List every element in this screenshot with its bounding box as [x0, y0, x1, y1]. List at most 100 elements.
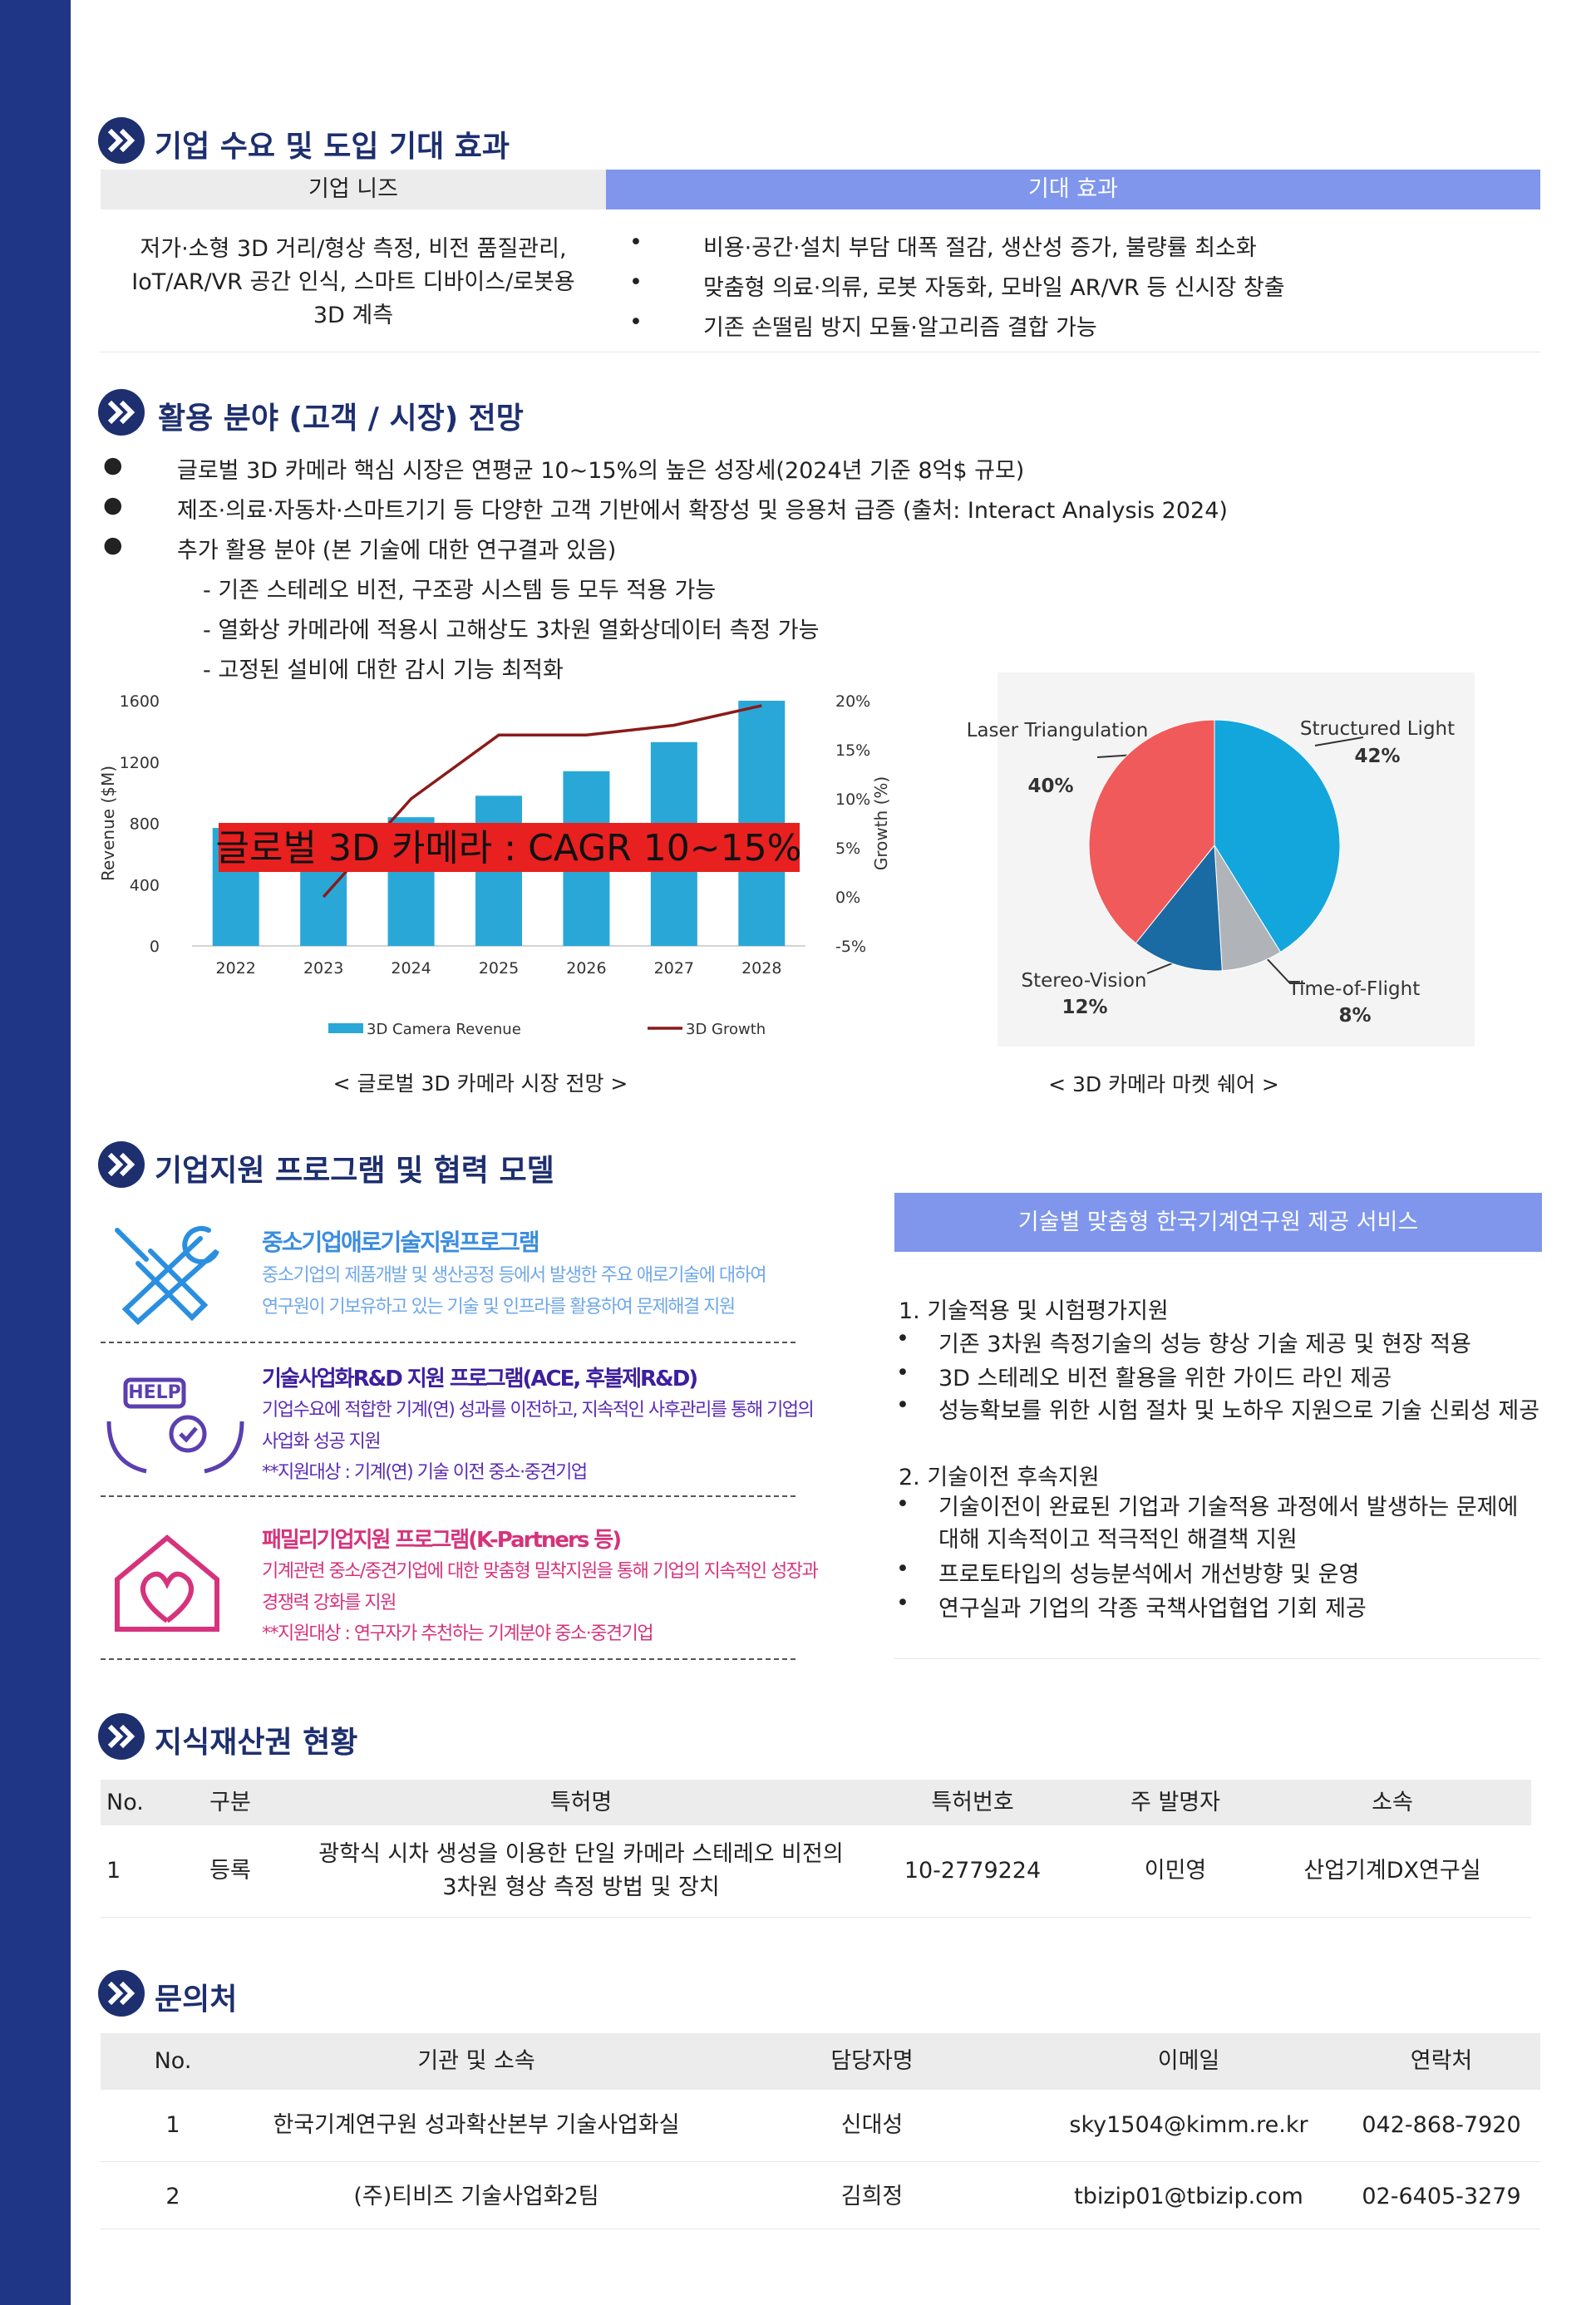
outlook-item: 제조·의료·자동차·스마트기기 등 다양한 고객 기반에서 확장성 및 응용처 …: [177, 498, 1228, 524]
section-title: 활용 분야 (고객 / 시장) 전망: [158, 401, 524, 436]
program-note: **지원대상 : 기계(연) 기술 이전 중소·중견기업: [262, 1462, 588, 1483]
table-header: 구분: [209, 1789, 251, 1815]
help-icon-text: HELP: [128, 1382, 181, 1403]
pie-chart: [998, 672, 1475, 1047]
y2-tick-label: 15%: [835, 741, 870, 760]
heading-icons: [98, 117, 145, 2017]
legend-label: 3D Growth: [686, 1021, 766, 1038]
y2-tick-label: 20%: [835, 692, 870, 711]
bullet: •: [896, 1392, 909, 1418]
services-header: 기술별 맞춤형 한국기계연구원 제공 서비스: [894, 1193, 1542, 1252]
divider: [101, 1342, 796, 1343]
table-header: No.: [106, 1789, 144, 1815]
effect-item: 비용·공간·설치 부담 대폭 절감, 생산성 증가, 불량률 최소화: [703, 235, 1257, 261]
help-icon: [106, 1377, 244, 1474]
x-tick-label: 2023: [303, 959, 343, 978]
table-header: 기업 니즈: [101, 170, 606, 209]
pie-value-label: 42%: [1354, 746, 1401, 767]
y2-axis-title: Growth (%): [871, 776, 891, 870]
section-title: 기업지원 프로그램 및 협력 모델: [155, 1154, 554, 1188]
legend-swatch: [328, 1023, 363, 1033]
chart-caption: < 글로벌 3D 카메라 시장 전망 >: [332, 1071, 628, 1096]
table-cell: 등록: [209, 1858, 251, 1884]
bullet: •: [629, 269, 643, 295]
divider: [101, 1658, 796, 1660]
table-header: 연락처: [1410, 2048, 1473, 2074]
table-cell: 1: [106, 1858, 121, 1884]
y-tick-label: 400: [130, 876, 160, 894]
table-header-bg: [101, 1780, 1531, 1825]
divider: [101, 1917, 1531, 1918]
table-header: 기대 효과: [606, 170, 1540, 209]
table-cell: 광학식 시차 생성을 이용한 단일 카메라 스테레오 비전의 3차원 형상 측정…: [318, 1841, 844, 1900]
table-header: 담당자명: [830, 2048, 914, 2074]
y-tick-label: 1600: [120, 692, 160, 711]
service-item: 연구실과 기업의 각종 국책사업협업 기회 제공: [938, 1596, 1367, 1622]
bullet: ●: [103, 532, 123, 558]
bullet: •: [896, 1491, 909, 1517]
bullet: •: [629, 229, 643, 255]
bullet: •: [896, 1360, 909, 1386]
effect-item: 기존 손떨림 방지 모듈·알고리즘 결합 가능: [703, 315, 1097, 341]
table-cell: 10-2779224: [904, 1858, 1042, 1884]
x-tick-label: 2025: [479, 959, 519, 978]
divider: [894, 1658, 1540, 1659]
group-title: 2. 기술이전 후속지원: [899, 1465, 1100, 1490]
tools-icon: [115, 1226, 219, 1326]
table-cell: 한국기계연구원 성과확산본부 기술사업화실: [273, 2111, 680, 2138]
table-cell: 이민영: [1144, 1858, 1207, 1884]
y-axis-title: Revenue ($M): [98, 766, 118, 881]
pie-label: Laser Triangulation: [966, 720, 1149, 741]
annotation-banner: [219, 823, 800, 872]
needs-text: 저가·소형 3D 거리/형상 측정, 비전 품질관리, IoT/AR/VR 공간…: [131, 236, 575, 328]
y-tick-label: 1200: [120, 754, 160, 772]
service-item: 프로토타입의 성능분석에서 개선방향 및 운영: [938, 1562, 1360, 1588]
outlook-sub-item: - 고정된 설비에 대한 감시 기능 최적화: [203, 658, 564, 683]
section-title: 기업 수요 및 도입 기대 효과: [155, 130, 510, 164]
y-tick-label: 0: [150, 938, 160, 956]
pie-label: Time-of-Flight: [1288, 978, 1421, 1000]
table-header: 이메일: [1157, 2048, 1220, 2074]
table-header: No.: [154, 2048, 192, 2074]
heading-icon: [98, 389, 145, 436]
service-item: 성능확보를 위한 시험 절차 및 노하우 지원으로 기술 신뢰성 제공: [938, 1398, 1540, 1424]
program-desc: 기계관련 중소/중견기업에 대한 맞춤형 밀착지원을 통해 기업의 지속적인 성…: [262, 1561, 819, 1582]
program-desc: 기업수요에 적합한 기계(연) 성과를 이전하고, 지속적인 사후관리를 통해 …: [262, 1400, 815, 1421]
bullet: •: [629, 309, 643, 335]
pie-value-label: 40%: [1027, 776, 1074, 797]
section-title: 지식재산권 현황: [155, 1726, 358, 1760]
y-tick-label: 800: [130, 815, 160, 834]
table-cell: 02-6405-3279: [1362, 2183, 1521, 2209]
pie-value-label: 12%: [1062, 997, 1108, 1018]
chart-caption: < 3D 카메라 마켓 쉐어 >: [1048, 1072, 1279, 1096]
table-cell: tbizip01@tbizip.com: [1074, 2183, 1303, 2209]
outlook-sub-item: - 기존 스테레오 비전, 구조광 시스템 등 모두 적용 가능: [203, 578, 717, 603]
table-cell: 042-868-7920: [1362, 2111, 1521, 2138]
pie-slice: [1214, 719, 1341, 953]
leader-line: [1314, 736, 1364, 746]
table-cell: 1: [165, 2111, 180, 2138]
pie-value-label: 8%: [1338, 1005, 1372, 1027]
bullet: •: [896, 1556, 909, 1582]
y2-tick-label: 10%: [835, 790, 870, 809]
annotation: 글로벌 3D 카메라 : CAGR 10~15%: [216, 827, 802, 869]
bullet: •: [896, 1326, 909, 1352]
section-title: 문의처: [155, 1982, 238, 2017]
table-header: 특허번호: [931, 1789, 1014, 1815]
x-tick-label: 2026: [566, 959, 606, 978]
table-header: 기관 및 소속: [417, 2048, 535, 2074]
pie-slice: [1088, 719, 1215, 944]
pie-label: Stereo-Vision: [1021, 970, 1147, 992]
program-desc: 중소기업의 제품개발 및 생산공정 등에서 발생한 주요 애로기술에 대하여: [262, 1265, 767, 1286]
outlook-sub-item: - 열화상 카메라에 적용시 고해상도 3차원 열화상데이터 측정 가능: [203, 618, 820, 643]
y2-tick-label: -5%: [835, 938, 866, 956]
program-note: **지원대상 : 연구자가 추천하는 기계분야 중소·중견기업: [262, 1623, 654, 1644]
service-item: 3D 스테레오 비전 활용을 위한 가이드 라인 제공: [938, 1366, 1392, 1391]
program-icons: HELP: [106, 1226, 244, 1632]
table-cell: 신대성: [840, 2111, 904, 2138]
side-bar: [0, 0, 71, 2305]
y2-tick-label: 5%: [835, 840, 860, 858]
group-title: 1. 기술적용 및 시험평가지원: [899, 1298, 1169, 1324]
table-cell: sky1504@kimm.re.kr: [1069, 2111, 1308, 2138]
table-cell: 2: [165, 2183, 180, 2209]
